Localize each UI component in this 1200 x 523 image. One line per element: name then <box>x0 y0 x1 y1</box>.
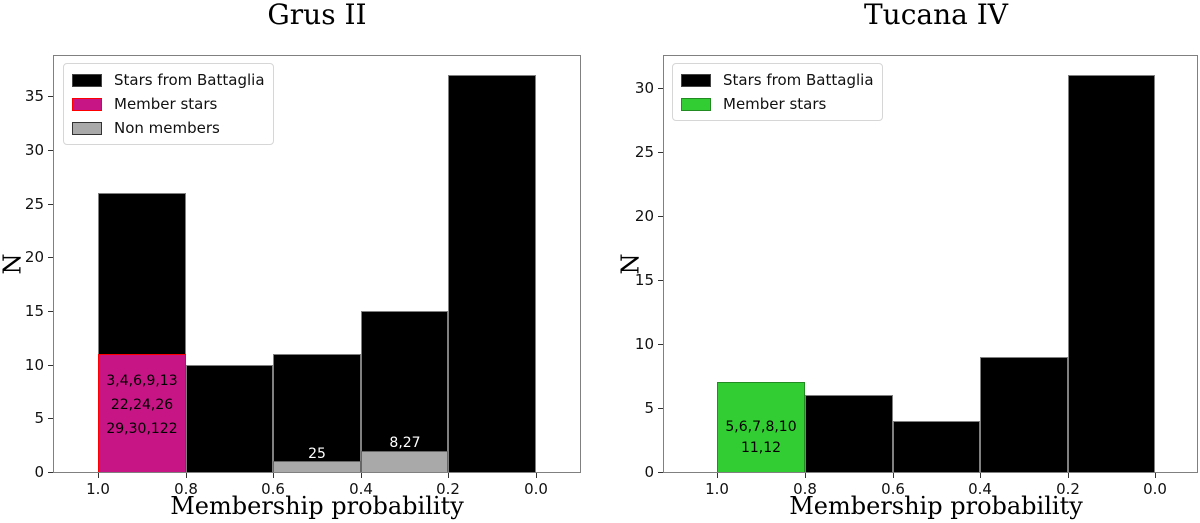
chart-title: Tucana IV <box>864 0 1008 31</box>
y-tick-25: 25 <box>24 195 44 213</box>
legend-item-non-member: Non members <box>72 116 265 140</box>
y-tick-mark <box>658 280 663 281</box>
y-tick-35: 35 <box>24 87 44 105</box>
x-tick-mark <box>448 473 449 478</box>
y-tick-5: 5 <box>34 409 44 427</box>
annotation-line: 5,6,7,8,10 <box>725 419 797 435</box>
grus-ii-panel: Grus II N 3,4,6,9,13 22,24,26 29,30,122 … <box>0 0 581 520</box>
y-tick-mark <box>48 204 53 205</box>
x-tick-0.0: 0.0 <box>524 480 548 498</box>
x-tick-0.0: 0.0 <box>1143 480 1167 498</box>
chart-title: Grus II <box>267 0 367 31</box>
x-tick-mark <box>536 473 537 478</box>
legend-item-battaglia: Stars from Battaglia <box>72 68 265 92</box>
y-tick-30: 30 <box>24 141 44 159</box>
y-tick-10: 10 <box>24 356 44 374</box>
legend: Stars from Battaglia Member stars <box>672 63 883 121</box>
annotation-line: 3,4,6,9,13 <box>106 373 178 389</box>
x-tick-mark <box>273 473 274 478</box>
x-tick-0.2: 0.2 <box>436 480 460 498</box>
x-tick-mark <box>361 473 362 478</box>
y-tick-mark <box>48 472 53 473</box>
legend-swatch-black <box>681 73 711 87</box>
bar-member-1.0-0.8 <box>98 354 186 472</box>
y-tick-mark <box>658 344 663 345</box>
x-tick-mark <box>893 473 894 478</box>
x-tick-0.6: 0.6 <box>261 480 285 498</box>
legend-swatch-black <box>72 73 102 87</box>
legend-label: Stars from Battaglia <box>723 71 874 89</box>
y-tick-25: 25 <box>634 143 654 161</box>
x-tick-mark <box>1068 473 1069 478</box>
y-tick-0: 0 <box>644 463 654 481</box>
legend-swatch-magenta <box>72 97 102 111</box>
bar-battaglia-0.8-0.6 <box>186 365 273 472</box>
y-tick-20: 20 <box>634 207 654 225</box>
legend-label: Member stars <box>723 95 827 113</box>
y-tick-0: 0 <box>34 463 44 481</box>
y-tick-mark <box>658 152 663 153</box>
annotation-line: 29,30,122 <box>106 421 178 437</box>
x-tick-1.0: 1.0 <box>705 480 729 498</box>
bar-battaglia-0.4-0.2 <box>980 357 1068 472</box>
x-tick-mark <box>186 473 187 478</box>
legend-item-battaglia: Stars from Battaglia <box>681 68 874 92</box>
y-tick-mark <box>658 472 663 473</box>
x-tick-mark <box>980 473 981 478</box>
y-tick-mark <box>48 418 53 419</box>
bar-non-member-0.6-0.4 <box>273 461 361 472</box>
bar-battaglia-0.2-0.0 <box>1068 75 1155 472</box>
y-tick-mark <box>658 88 663 89</box>
annotation-line: 22,24,26 <box>110 397 174 413</box>
y-tick-15: 15 <box>634 271 654 289</box>
bar-battaglia-0.8-0.6 <box>805 395 893 472</box>
y-tick-mark <box>48 365 53 366</box>
x-tick-mark <box>805 473 806 478</box>
legend: Stars from Battaglia Member stars Non me… <box>63 63 274 145</box>
non-member-annotation-25: 25 <box>308 446 326 462</box>
y-tick-30: 30 <box>634 79 654 97</box>
x-tick-mark <box>1155 473 1156 478</box>
x-axis-label: Membership probability <box>789 492 1083 520</box>
x-axis-label: Membership probability <box>170 492 464 520</box>
legend-item-member: Member stars <box>681 92 874 116</box>
legend-swatch-green <box>681 97 711 111</box>
y-tick-mark <box>48 311 53 312</box>
legend-label: Non members <box>114 119 220 137</box>
bar-battaglia-0.2-0.0 <box>448 75 536 472</box>
bar-member-1.0-0.8 <box>717 382 805 472</box>
y-tick-mark <box>48 257 53 258</box>
bar-non-member-0.4-0.2 <box>361 451 448 472</box>
member-ids-annotation: 5,6,7,8,10 11,12 <box>725 417 796 459</box>
x-tick-mark <box>98 473 99 478</box>
non-member-annotation-8-27: 8,27 <box>389 435 421 451</box>
x-tick-0.2: 0.2 <box>1056 480 1080 498</box>
x-tick-0.4: 0.4 <box>968 480 992 498</box>
bar-battaglia-0.6-0.4 <box>893 421 980 472</box>
legend-item-member: Member stars <box>72 92 265 116</box>
annotation-line: 11,12 <box>740 440 782 456</box>
member-ids-annotation: 3,4,6,9,13 22,24,26 29,30,122 <box>106 369 177 441</box>
y-tick-mark <box>658 216 663 217</box>
y-tick-5: 5 <box>644 399 654 417</box>
x-tick-0.8: 0.8 <box>174 480 198 498</box>
x-tick-0.6: 0.6 <box>881 480 905 498</box>
bar-battaglia-0.4-0.2 <box>361 311 448 472</box>
x-tick-0.8: 0.8 <box>793 480 817 498</box>
legend-label: Member stars <box>114 95 218 113</box>
y-tick-mark <box>658 408 663 409</box>
legend-swatch-gray <box>72 121 102 135</box>
y-tick-15: 15 <box>24 302 44 320</box>
y-tick-20: 20 <box>24 248 44 266</box>
tucana-iv-panel: Tucana IV N 5,6,7,8,10 11,12 0 5 10 15 2… <box>600 0 1200 523</box>
x-tick-mark <box>717 473 718 478</box>
x-tick-1.0: 1.0 <box>86 480 110 498</box>
y-tick-10: 10 <box>634 335 654 353</box>
bar-battaglia-0.6-0.4 <box>273 354 361 472</box>
y-tick-mark <box>48 96 53 97</box>
y-tick-mark <box>48 150 53 151</box>
legend-label: Stars from Battaglia <box>114 71 265 89</box>
x-tick-0.4: 0.4 <box>349 480 373 498</box>
